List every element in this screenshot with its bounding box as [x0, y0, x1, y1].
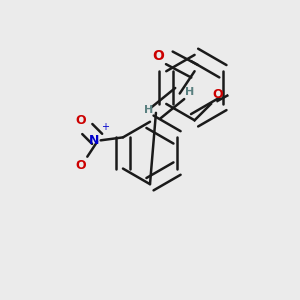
Text: O: O — [75, 159, 86, 172]
Text: O: O — [212, 88, 223, 101]
Text: N: N — [89, 134, 99, 147]
Text: O: O — [152, 50, 164, 63]
Text: +: + — [101, 122, 109, 132]
Text: H: H — [185, 87, 195, 97]
Text: ⁻: ⁻ — [76, 159, 81, 169]
Text: O: O — [75, 114, 86, 127]
Text: H: H — [144, 105, 153, 115]
